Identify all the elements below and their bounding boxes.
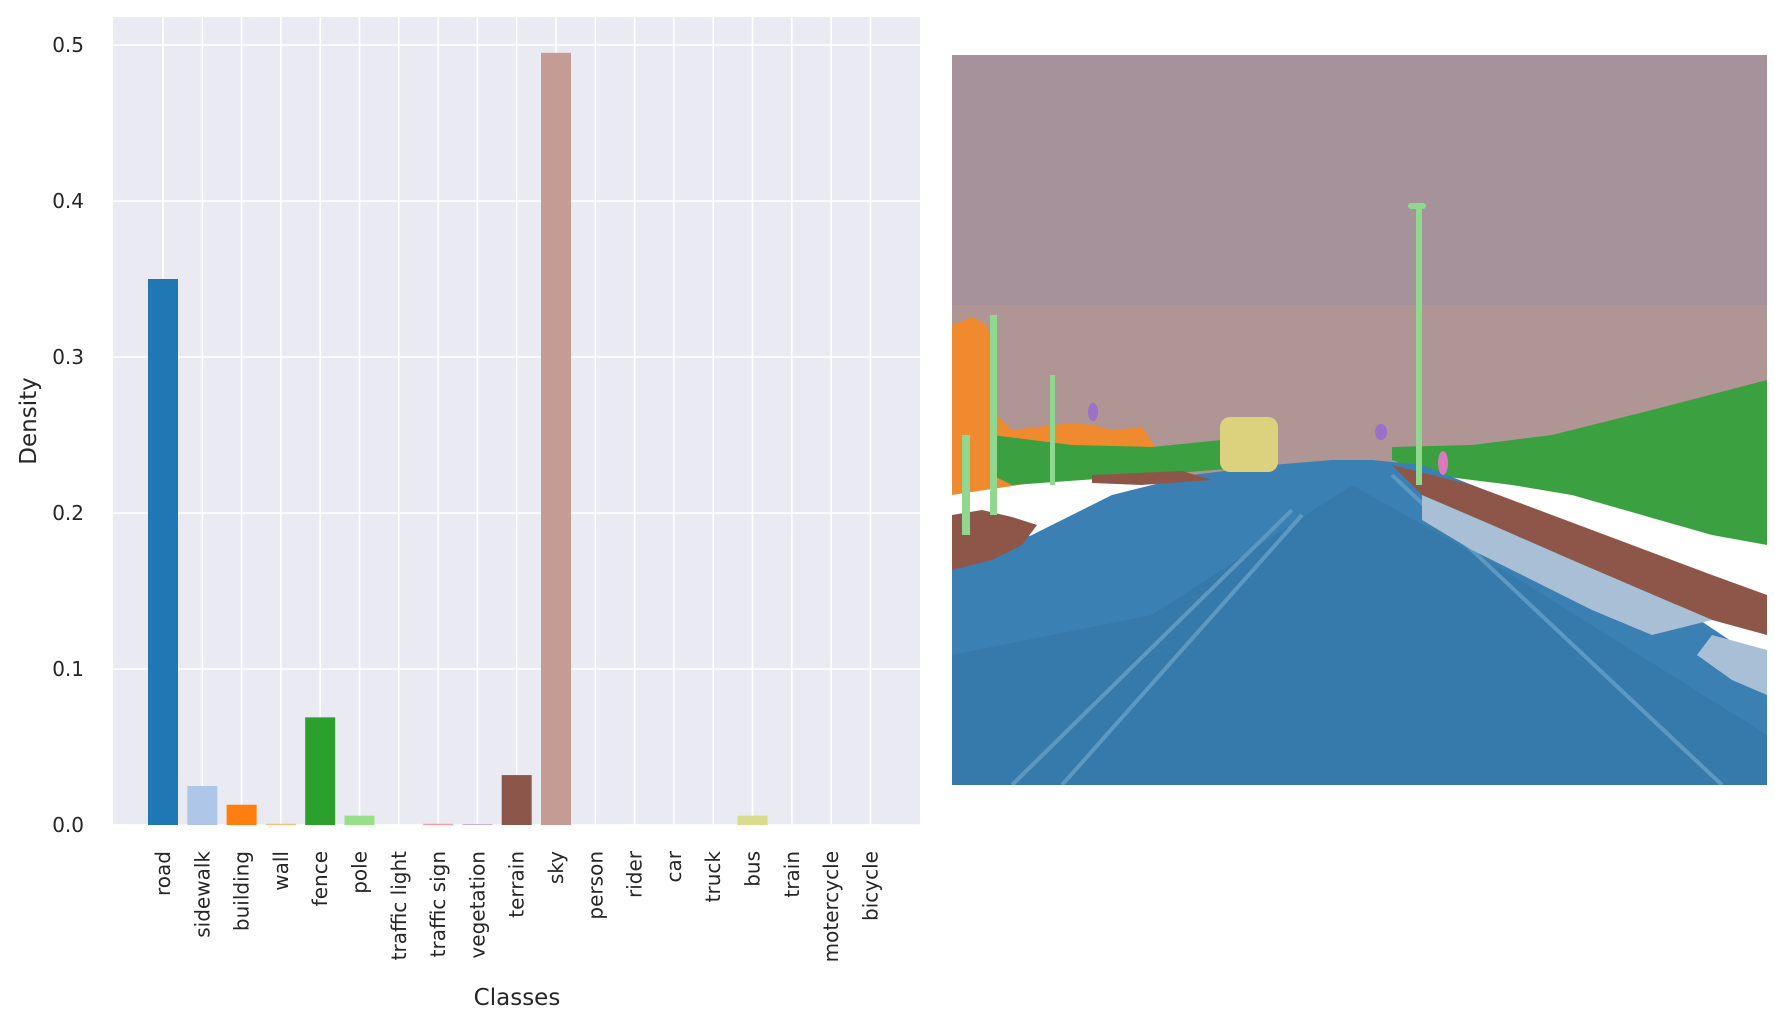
x-tick-label: person	[583, 851, 607, 920]
bar-wall	[265, 823, 296, 825]
pole-region-tall	[1416, 205, 1422, 485]
x-tick-label: pole	[348, 851, 372, 894]
x-tick-label: terrain	[505, 851, 529, 918]
sidewalk-region-far	[1697, 635, 1767, 695]
pole-region-left-a	[990, 315, 997, 515]
x-tick-label: rider	[623, 850, 647, 898]
bar-traffic-sign	[423, 823, 454, 825]
y-axis-title: Density	[16, 377, 42, 464]
y-tick-label: 0.1	[52, 657, 84, 681]
rider-region	[1438, 451, 1448, 475]
y-tick-label: 0.2	[52, 501, 84, 525]
x-tick-label: road	[151, 851, 175, 896]
terrain-region-right	[1392, 465, 1767, 635]
bar-road	[148, 279, 178, 825]
terrain-region-mid	[1092, 471, 1212, 485]
sidewalk-region	[1422, 495, 1712, 635]
x-tick-label: vegetation	[465, 851, 489, 959]
bar-terrain	[501, 775, 532, 825]
y-tick-label: 0.4	[52, 189, 84, 213]
x-tick-label: wall	[269, 851, 293, 891]
x-tick-label: bus	[741, 851, 765, 887]
x-tick-labels: road sidewalk building wall fence pole traffic…	[151, 850, 882, 962]
bar-sidewalk	[187, 786, 218, 825]
y-gridlines	[113, 44, 920, 826]
y-tick-label: 0.3	[52, 345, 84, 369]
x-axis-title: Classes	[474, 985, 561, 1011]
x-tick-label: truck	[701, 851, 725, 903]
fence-region-right	[1392, 380, 1767, 545]
x-tick-label: traffic light	[387, 851, 411, 960]
fence-region-left	[992, 435, 1252, 485]
person-region-left	[1088, 403, 1098, 421]
density-bar-chart: 0.0 0.1 0.2 0.3 0.4 0.5 road sidewalk building w…	[16, 17, 920, 1011]
x-tick-label: fence	[308, 851, 332, 906]
pole-region-left-c	[962, 435, 970, 535]
bars	[148, 52, 768, 826]
x-tick-label: sky	[544, 851, 568, 884]
road-near-area	[952, 485, 1767, 785]
y-tick-label: 0.0	[52, 813, 84, 837]
x-tick-label: traffic sign	[426, 851, 450, 957]
x-tick-label: train	[780, 851, 804, 898]
y-tick-label: 0.5	[52, 33, 84, 57]
y-tick-labels: 0.0 0.1 0.2 0.3 0.4 0.5	[52, 33, 84, 837]
x-tick-label: motercycle	[819, 851, 843, 962]
pole-region-left-b	[1050, 375, 1055, 485]
bar-sky	[541, 52, 571, 826]
x-tick-label: car	[662, 850, 686, 882]
x-tick-label: building	[230, 851, 254, 931]
x-tick-label: sidewalk	[190, 851, 214, 938]
terrain-region-left	[952, 510, 1037, 570]
x-tick-label: bicycle	[858, 851, 882, 921]
bus-region	[1220, 417, 1278, 472]
segmentation-image	[952, 55, 1767, 785]
lane-line-left	[1010, 508, 1294, 785]
bar-building	[226, 804, 257, 825]
bar-fence	[305, 717, 336, 825]
person-region-right	[1375, 424, 1387, 440]
lane-line-center	[1060, 513, 1304, 785]
pole-region-top	[1408, 203, 1426, 209]
bar-pole	[344, 815, 375, 825]
bar-bus	[737, 815, 768, 825]
